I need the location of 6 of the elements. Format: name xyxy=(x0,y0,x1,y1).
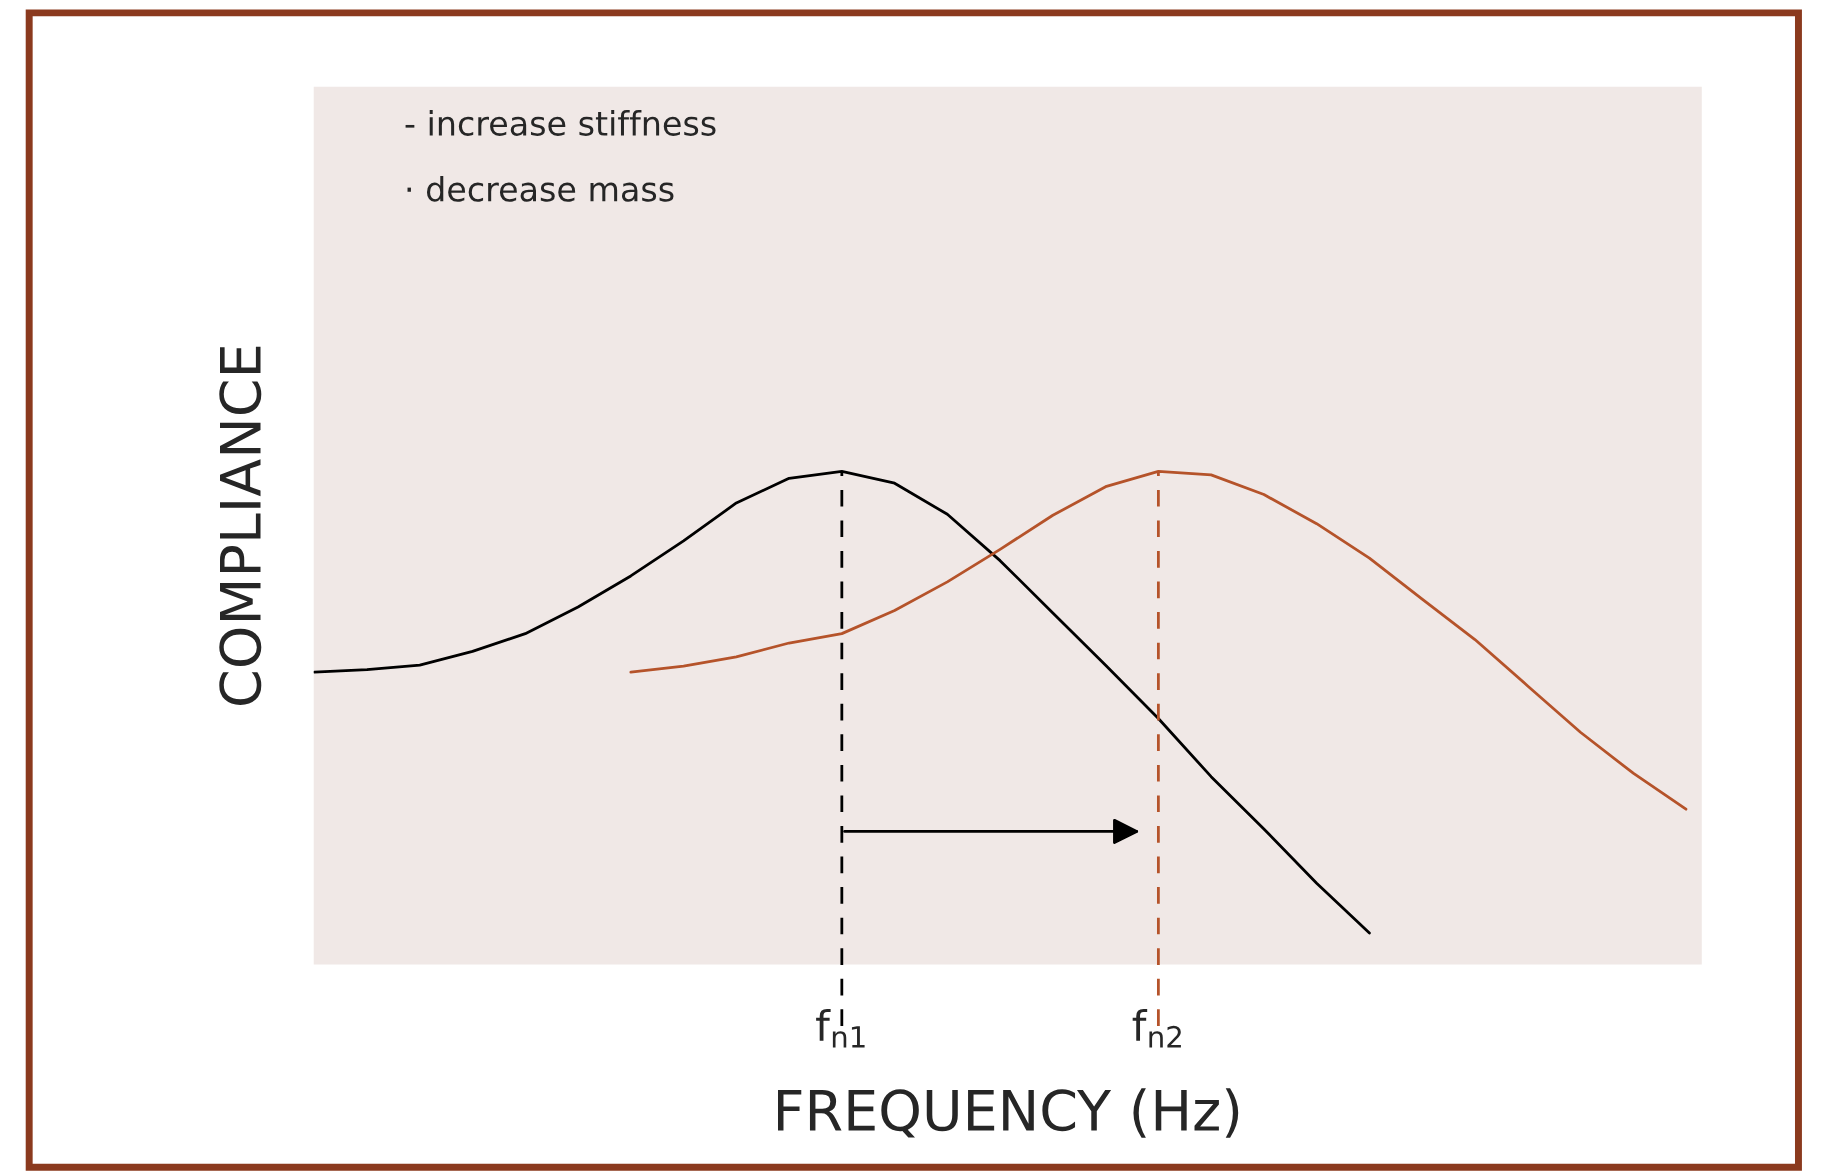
x-tick-label: f$_{n2}$ xyxy=(1132,1008,1181,1048)
text: - increase stiffness xyxy=(405,110,716,136)
text: · decrease mass xyxy=(407,175,674,202)
y-axis-title: COMPLIANCE xyxy=(219,346,262,705)
x-axis-title: FREQUENCY (Hz) xyxy=(778,1088,1239,1138)
x-tick-label: f$_{n1}$ xyxy=(816,1008,865,1048)
